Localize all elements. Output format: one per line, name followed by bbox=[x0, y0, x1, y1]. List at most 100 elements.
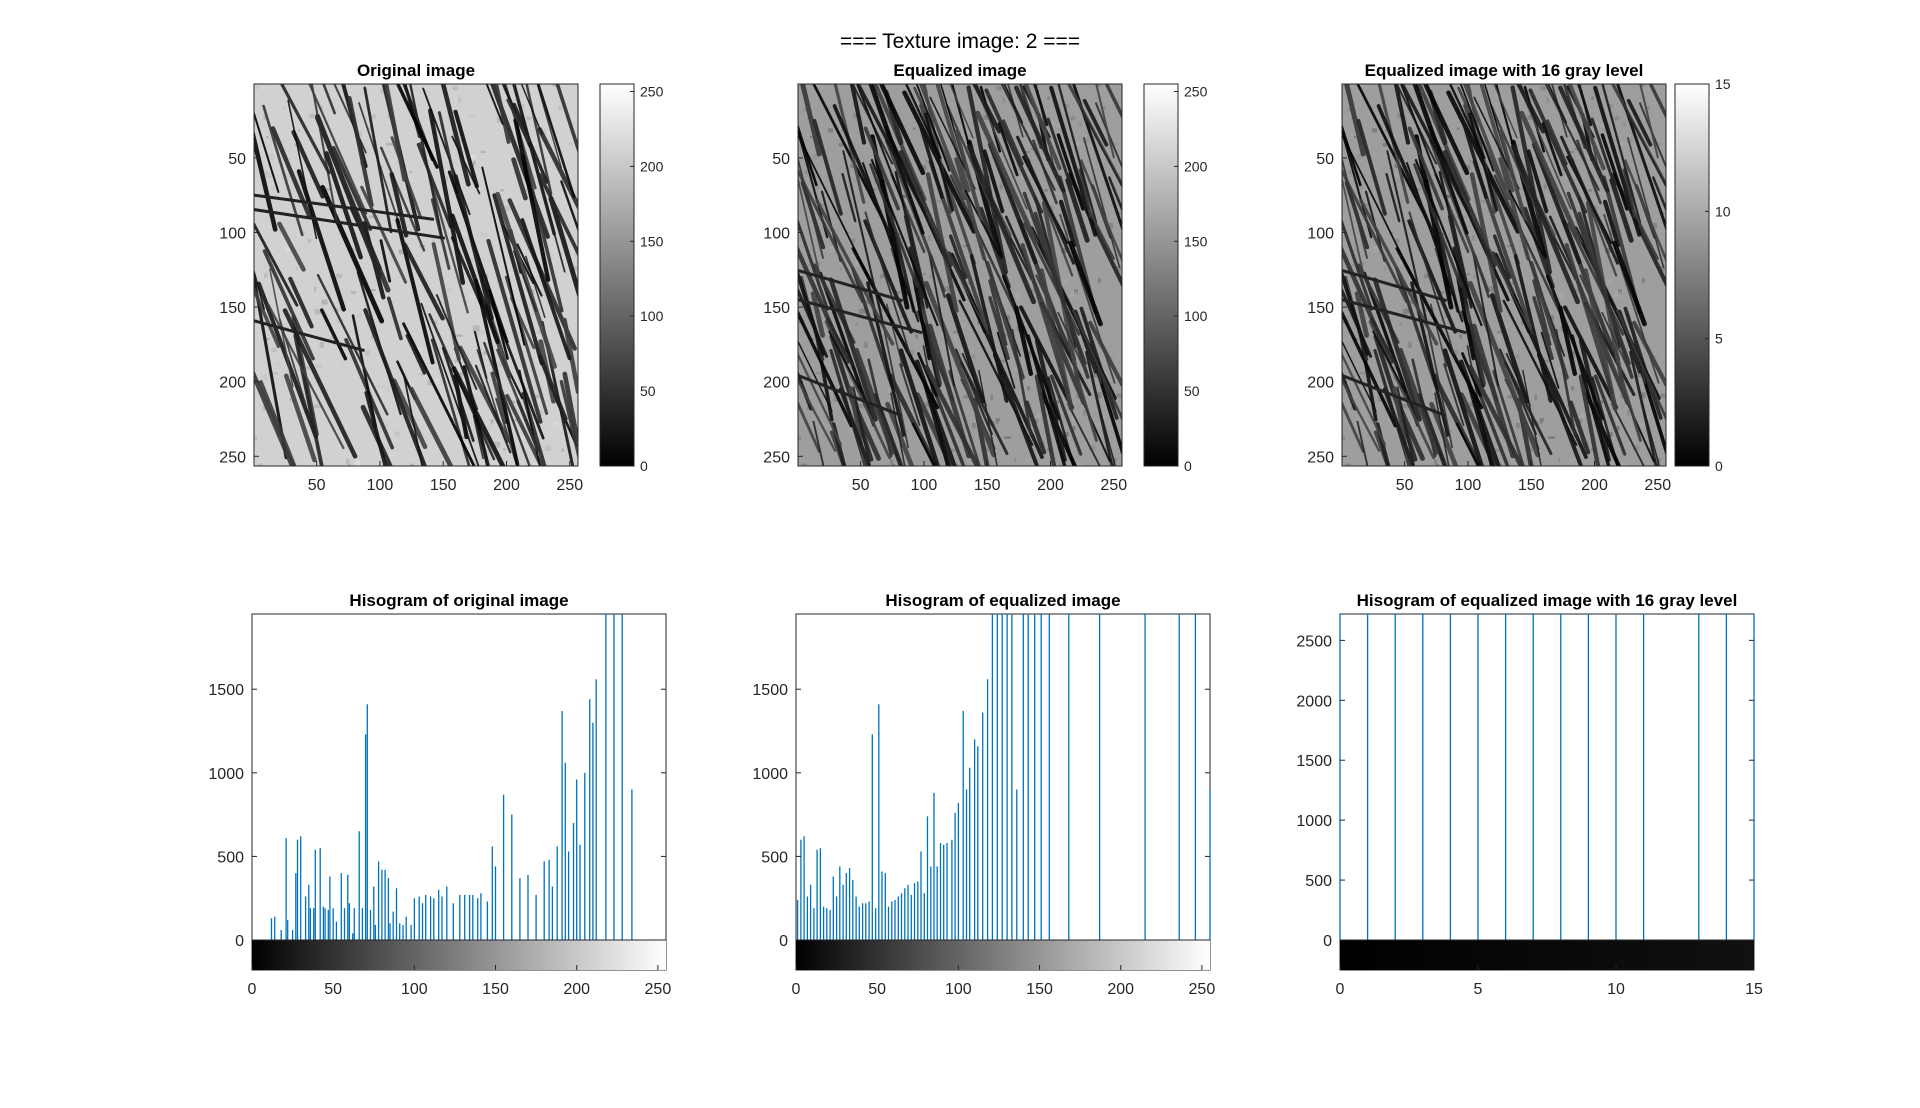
texture-stroke bbox=[1382, 387, 1416, 466]
texture-speck bbox=[559, 354, 566, 359]
texture-speck bbox=[1075, 142, 1080, 147]
texture-speck bbox=[324, 324, 329, 327]
gray-level-strip bbox=[796, 940, 1210, 970]
texture-speck bbox=[828, 128, 833, 133]
texture-stroke bbox=[1629, 350, 1658, 466]
texture-speck bbox=[962, 373, 968, 376]
texture-speck bbox=[1071, 416, 1076, 421]
texture-speck bbox=[415, 177, 422, 181]
image-panel-img_orig: Original image 50 100 150 200 250 50 100 150 200 2… bbox=[219, 61, 663, 494]
texture-stroke bbox=[1356, 420, 1369, 466]
texture-speck bbox=[1055, 419, 1062, 422]
texture-speck bbox=[1636, 177, 1639, 183]
texture-speck bbox=[983, 289, 986, 296]
texture-stroke bbox=[536, 84, 576, 198]
texture-speck bbox=[511, 419, 518, 422]
y-tick-label: 2000 bbox=[1296, 693, 1332, 710]
texture-speck bbox=[1097, 278, 1101, 283]
texture-speck bbox=[879, 308, 884, 312]
texture-stroke bbox=[481, 166, 526, 346]
texture-speck bbox=[537, 187, 542, 191]
texture-speck bbox=[307, 238, 312, 243]
texture-speck bbox=[301, 231, 306, 234]
texture-stroke bbox=[428, 108, 466, 285]
texture-speck bbox=[1506, 245, 1514, 248]
texture-stroke bbox=[1455, 422, 1481, 466]
texture-speck bbox=[263, 115, 266, 120]
texture-stroke bbox=[1632, 320, 1666, 389]
texture-speck bbox=[1471, 234, 1475, 241]
texture-stroke bbox=[254, 110, 280, 193]
texture-speck bbox=[1531, 176, 1537, 182]
texture-speck bbox=[1049, 121, 1055, 125]
texture-stroke bbox=[924, 385, 951, 466]
texture-speck bbox=[947, 292, 954, 297]
texture-speck bbox=[1469, 162, 1476, 166]
texture-stroke bbox=[915, 84, 951, 172]
texture-speck bbox=[1653, 355, 1660, 359]
y-tick-label: 150 bbox=[763, 300, 790, 317]
texture-stroke bbox=[322, 84, 337, 115]
texture-speck bbox=[1543, 181, 1548, 186]
texture-stroke bbox=[386, 296, 403, 341]
texture-stroke bbox=[451, 366, 506, 466]
texture-speck bbox=[534, 394, 540, 399]
texture-stroke bbox=[863, 219, 913, 334]
texture-stroke bbox=[1422, 84, 1470, 176]
texture-speck bbox=[532, 406, 536, 410]
texture-speck bbox=[1352, 150, 1359, 153]
texture-speck bbox=[369, 114, 377, 120]
texture-speck bbox=[1008, 322, 1012, 328]
texture-speck bbox=[1360, 372, 1366, 375]
texture-speck bbox=[1607, 104, 1613, 109]
texture-stroke bbox=[293, 334, 324, 466]
texture-stroke bbox=[1035, 274, 1077, 360]
texture-stroke bbox=[488, 288, 509, 360]
texture-speck bbox=[1373, 246, 1379, 252]
texture-stroke bbox=[402, 242, 445, 321]
texture-stroke bbox=[798, 373, 902, 417]
texture-speck bbox=[464, 238, 467, 242]
texture-stroke bbox=[513, 250, 538, 312]
texture-stroke bbox=[1536, 352, 1584, 466]
texture-stroke bbox=[258, 380, 297, 466]
texture-speck bbox=[380, 88, 385, 94]
texture-speck bbox=[1091, 324, 1098, 328]
texture-stroke bbox=[522, 154, 564, 313]
texture-speck bbox=[1014, 293, 1021, 299]
texture-stroke bbox=[945, 293, 986, 404]
colorbar-tick-label: 50 bbox=[1184, 383, 1200, 399]
texture-speck bbox=[1560, 166, 1567, 173]
texture-speck bbox=[1397, 178, 1400, 184]
texture-speck bbox=[1391, 464, 1395, 466]
texture-stroke bbox=[885, 401, 915, 466]
texture-speck bbox=[433, 320, 438, 325]
texture-stroke bbox=[1622, 168, 1637, 219]
texture-stroke bbox=[798, 218, 829, 311]
texture-stroke bbox=[1095, 84, 1115, 159]
x-tick-label: 150 bbox=[430, 477, 457, 494]
texture-stroke bbox=[904, 84, 942, 159]
texture-speck bbox=[1591, 448, 1594, 451]
texture-stroke bbox=[279, 84, 331, 175]
texture-stroke bbox=[1406, 162, 1464, 323]
texture-stroke bbox=[1083, 137, 1121, 269]
texture-speck bbox=[855, 260, 861, 266]
texture-speck bbox=[915, 334, 919, 339]
texture-speck bbox=[918, 212, 923, 215]
texture-speck bbox=[458, 139, 464, 142]
texture-stroke bbox=[254, 193, 435, 221]
texture-speck bbox=[1383, 266, 1386, 271]
texture-stroke bbox=[960, 361, 1009, 456]
texture-speck bbox=[972, 354, 976, 359]
texture-speck bbox=[887, 342, 890, 345]
x-tick-label: 250 bbox=[556, 477, 583, 494]
texture-speck bbox=[1543, 184, 1547, 190]
texture-speck bbox=[1534, 394, 1537, 401]
texture-speck bbox=[861, 308, 868, 313]
texture-speck bbox=[1621, 333, 1626, 339]
texture-stroke bbox=[254, 285, 281, 349]
texture-stroke bbox=[1463, 84, 1508, 191]
texture-speck bbox=[1116, 266, 1122, 272]
texture-speck bbox=[953, 330, 961, 334]
